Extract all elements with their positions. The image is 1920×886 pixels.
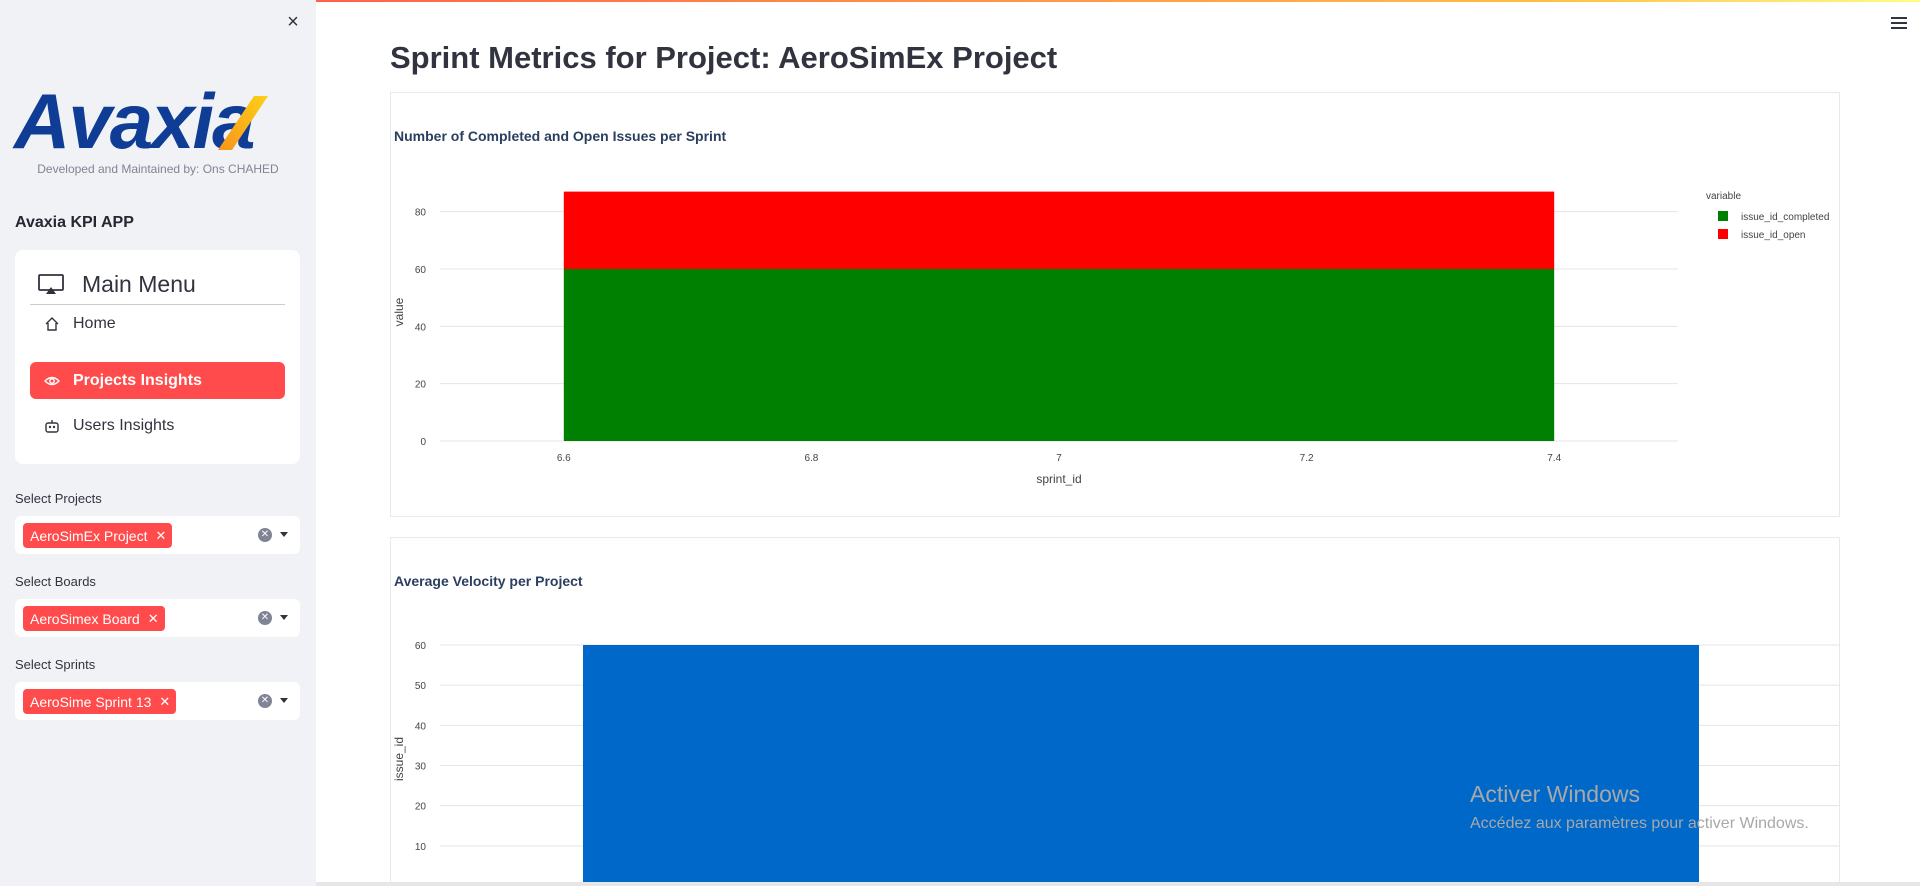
chevron-down-icon[interactable] — [280, 532, 288, 537]
chart-issues-svg: 0 20 40 60 80 6.6 6.8 7 7.2 7.4 sprint_id value vari… — [392, 191, 1829, 486]
menu-item-label: Projects Insights — [73, 371, 202, 389]
menu-item-label: Users Insights — [73, 416, 175, 434]
top-decoration-bar — [0, 0, 1920, 2]
menu-item-users-insights[interactable]: Users Insights — [30, 407, 285, 444]
legend-label: issue_id_open — [1741, 230, 1806, 241]
hamburger-icon[interactable] — [1891, 17, 1907, 31]
chevron-down-icon[interactable] — [280, 615, 288, 620]
select-projects-label: Select Projects — [15, 491, 102, 506]
y-tick-label: 40 — [415, 322, 427, 333]
select-boards[interactable]: AeroSimex Board ✕ ✕ — [15, 599, 300, 637]
menu-item-label: Home — [73, 314, 116, 332]
developer-note: Developed and Maintained by: Ons CHAHED — [37, 162, 279, 176]
tag-label: AeroSimex Board — [30, 610, 140, 627]
select-boards-label: Select Boards — [15, 574, 96, 589]
activation-watermark-title: Activer Windows — [1470, 781, 1640, 807]
chevron-down-icon[interactable] — [280, 698, 288, 703]
y-tick-label: 60 — [415, 641, 427, 652]
close-icon[interactable]: × — [287, 11, 299, 33]
remove-tag-icon[interactable]: ✕ — [147, 610, 159, 626]
y-tick-label: 40 — [415, 721, 427, 732]
legend-label: issue_id_completed — [1741, 212, 1829, 223]
x-tick-label: 7 — [1056, 453, 1062, 464]
app-title: Avaxia KPI APP — [15, 214, 134, 231]
bar-velocity — [583, 645, 1699, 886]
chart-card-velocity: Average Velocity per Project 10 20 30 40 50 6… — [390, 537, 1840, 886]
selected-tag: AeroSimex Board ✕ — [23, 606, 165, 631]
cast-icon — [38, 274, 64, 294]
sidebar: × Avaxia Developed and Maintained by: On… — [0, 0, 316, 886]
selected-tag: AeroSimEx Project ✕ — [23, 523, 173, 548]
y-tick-label: 60 — [415, 265, 427, 276]
y-axis-label: value — [392, 297, 406, 326]
y-tick-label: 30 — [415, 762, 427, 773]
x-tick-label: 6.8 — [804, 453, 818, 464]
robot-icon — [45, 419, 59, 433]
legend-swatch — [1718, 229, 1728, 239]
y-axis-label: issue_id — [392, 737, 406, 781]
clear-icon[interactable]: ✕ — [258, 528, 272, 542]
remove-tag-icon[interactable]: ✕ — [159, 693, 171, 709]
chart-velocity-svg: 10 20 30 40 50 60 issue_id — [392, 641, 1839, 886]
legend-swatch — [1718, 211, 1728, 221]
select-sprints-label: Select Sprints — [15, 657, 96, 672]
clear-icon[interactable]: ✕ — [258, 694, 272, 708]
y-tick-label: 0 — [420, 437, 426, 448]
house-icon — [45, 316, 59, 331]
bar-issue_id_completed — [563, 269, 1555, 441]
logo-swoosh — [218, 96, 268, 150]
menu-item-home[interactable]: Home — [30, 305, 285, 342]
bar-issue_id_open — [563, 191, 1555, 269]
menu-header: Main Menu — [30, 264, 285, 305]
remove-tag-icon[interactable]: ✕ — [155, 527, 167, 543]
y-tick-label: 50 — [415, 681, 427, 692]
bottom-border — [316, 882, 1920, 886]
select-projects[interactable]: AeroSimEx Project ✕ ✕ — [15, 516, 300, 554]
y-tick-label: 10 — [415, 842, 427, 853]
x-tick-label: 6.6 — [557, 453, 571, 464]
y-tick-label: 20 — [415, 380, 427, 391]
menu-title: Main Menu — [82, 270, 196, 297]
main-menu: Main Menu Home Projects Insights — [15, 250, 300, 464]
tag-label: AeroSime Sprint 13 — [30, 693, 152, 710]
activation-watermark-text: Accédez aux paramètres pour activer Wind… — [1470, 815, 1809, 832]
x-axis-label: sprint_id — [1036, 472, 1081, 486]
tag-label: AeroSimEx Project — [30, 527, 148, 544]
selected-tag: AeroSime Sprint 13 ✕ — [23, 689, 177, 714]
chart-card-issues: Number of Completed and Open Issues per … — [390, 92, 1840, 517]
page-title: Sprint Metrics for Project: AeroSimEx Pr… — [390, 40, 1058, 75]
y-tick-label: 20 — [415, 802, 427, 813]
legend-title: variable — [1706, 191, 1741, 202]
x-tick-label: 7.2 — [1300, 453, 1314, 464]
logo: Avaxia — [14, 77, 298, 165]
logo-text: Avaxia — [14, 77, 256, 165]
chart-title: Average Velocity per Project — [394, 573, 583, 589]
select-sprints[interactable]: AeroSime Sprint 13 ✕ ✕ — [15, 682, 300, 720]
eye-icon — [44, 376, 60, 385]
y-tick-label: 80 — [415, 208, 427, 219]
chart-title: Number of Completed and Open Issues per … — [394, 128, 727, 144]
clear-icon[interactable]: ✕ — [258, 611, 272, 625]
menu-item-projects-insights[interactable]: Projects Insights — [30, 362, 285, 399]
x-tick-label: 7.4 — [1547, 453, 1561, 464]
